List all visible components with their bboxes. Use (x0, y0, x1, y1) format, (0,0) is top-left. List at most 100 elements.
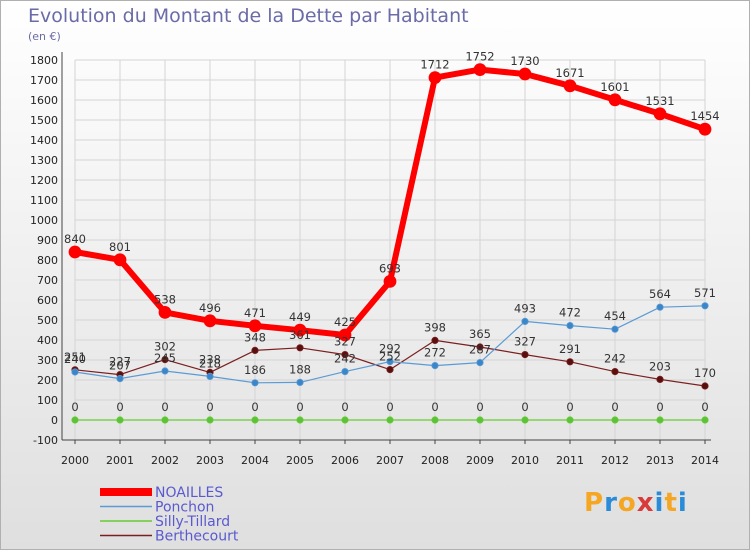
x-tick-label: 2003 (196, 454, 224, 467)
data-point (698, 122, 712, 136)
data-point (611, 416, 619, 424)
data-label: 564 (649, 287, 671, 301)
data-label: 291 (559, 342, 581, 356)
data-point (116, 416, 124, 424)
data-label: 188 (289, 362, 311, 376)
data-label: 1531 (645, 94, 674, 108)
y-tick-label: 1700 (30, 74, 58, 87)
data-label: 203 (649, 359, 671, 373)
x-tick-label: 2010 (511, 454, 539, 467)
data-label: 242 (334, 352, 356, 366)
data-point (431, 416, 439, 424)
x-tick-label: 2013 (646, 454, 674, 467)
data-label: 186 (244, 363, 266, 377)
y-tick-label: 300 (37, 354, 58, 367)
y-tick-label: 700 (37, 274, 58, 287)
data-point (656, 303, 664, 311)
data-label: 0 (521, 400, 528, 414)
y-tick-label: 1100 (30, 194, 58, 207)
data-point (653, 107, 667, 121)
data-point (341, 416, 349, 424)
x-tick-label: 2004 (241, 454, 269, 467)
data-label: 0 (656, 400, 663, 414)
x-tick-label: 2012 (601, 454, 629, 467)
data-point (206, 372, 214, 380)
y-tick-label: 1000 (30, 214, 58, 227)
data-point (113, 253, 127, 267)
data-point (431, 361, 439, 370)
data-label: 449 (289, 310, 311, 324)
data-point (701, 302, 709, 310)
y-tick-label: 500 (37, 314, 58, 327)
y-tick-label: 200 (37, 374, 58, 387)
x-tick-label: 2006 (331, 454, 359, 467)
data-point (71, 368, 79, 376)
y-tick-label: -100 (33, 434, 58, 447)
data-point (296, 378, 304, 386)
data-label: 272 (424, 346, 446, 360)
data-point (296, 344, 304, 352)
data-point (656, 416, 664, 424)
data-point (431, 336, 439, 344)
data-point (521, 416, 529, 424)
chart-title: Evolution du Montant de la Dette par Hab… (28, 5, 469, 27)
data-label: 454 (604, 309, 626, 323)
data-label: 472 (559, 306, 581, 320)
logo-letter: i (677, 488, 688, 518)
data-point (518, 67, 532, 81)
data-label: 302 (154, 340, 176, 354)
data-point (161, 416, 169, 424)
data-point (476, 343, 484, 351)
y-tick-label: 400 (37, 334, 58, 347)
data-label: 801 (109, 240, 131, 254)
data-point (566, 416, 574, 424)
data-label: 0 (566, 400, 573, 414)
data-label: 398 (424, 320, 446, 334)
data-label: 0 (386, 400, 393, 414)
y-tick-label: 1200 (30, 174, 58, 187)
grid-layer (74, 59, 706, 441)
logo-letter: r (604, 488, 618, 518)
data-label: 471 (244, 306, 266, 320)
legend-label: Silly-Tillard (155, 514, 230, 530)
data-label: 425 (334, 315, 356, 329)
y-tick-label: 1500 (30, 114, 58, 127)
data-label: 0 (701, 400, 708, 414)
logo-letter: P (584, 488, 605, 518)
data-point (338, 328, 352, 342)
data-label: 0 (116, 400, 123, 414)
data-label: 0 (611, 400, 618, 414)
x-tick-label: 2014 (691, 454, 719, 467)
data-label: 693 (379, 261, 401, 275)
y-tick-label: 1800 (30, 54, 58, 67)
data-point (611, 367, 619, 376)
logo-letter: i (654, 488, 665, 518)
data-point (386, 357, 394, 366)
data-label: 493 (514, 301, 536, 315)
data-point (566, 358, 574, 366)
legend-label: Berthecourt (155, 529, 239, 545)
data-point (71, 416, 79, 424)
data-point (521, 350, 529, 359)
x-tick-label: 2001 (106, 454, 134, 467)
logo-letter: t (664, 488, 678, 518)
data-label: 240 (64, 352, 86, 366)
data-point (386, 416, 394, 424)
axes-layer: -100010020030040050060070080090010001100… (30, 52, 719, 467)
data-label: 365 (469, 327, 491, 341)
x-tick-label: 2008 (421, 454, 449, 467)
logo-letter: o (617, 488, 637, 518)
data-label: 1671 (555, 66, 584, 80)
proxiti-logo: Proxiti (584, 488, 688, 518)
data-point (428, 71, 442, 84)
data-label: 251 (64, 350, 86, 364)
y-tick-label: 0 (51, 414, 58, 427)
data-point (158, 305, 172, 319)
data-point (476, 358, 484, 367)
data-point (521, 317, 529, 325)
data-label: 538 (154, 292, 176, 306)
data-point (611, 325, 619, 333)
y-tick-label: 1300 (30, 154, 58, 167)
x-tick-label: 2011 (556, 454, 584, 467)
